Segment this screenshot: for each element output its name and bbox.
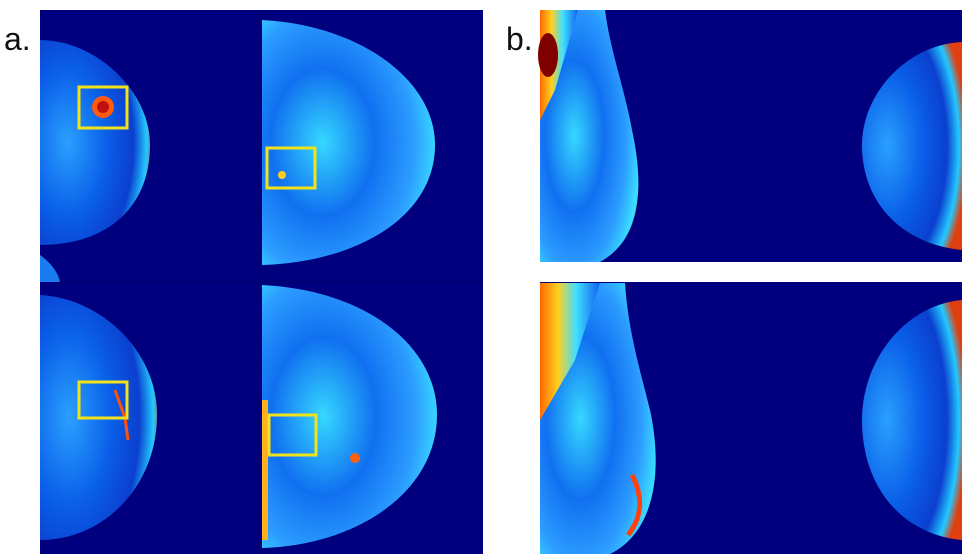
panel-label: b. — [506, 21, 533, 57]
figure: a. b. — [0, 0, 962, 554]
panel-a — [40, 10, 483, 554]
panel-b — [538, 10, 962, 554]
panel-label: a. — [4, 21, 31, 57]
page: a. b. (() => { const data = JSON.parse(d… — [0, 0, 962, 554]
